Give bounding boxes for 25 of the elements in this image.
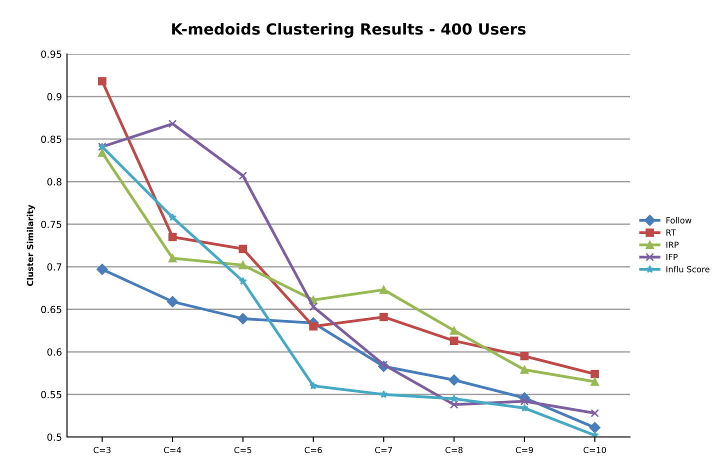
y-tick-label: 0.65 [41,306,62,314]
x-tick-label: C=8 [445,446,463,454]
chart-title: K-medoids Clustering Results - 400 Users [172,22,526,38]
y-tick-label: 0.85 [41,136,62,143]
x-tick-label: C=7 [375,446,392,454]
x-tick-label: C=3 [94,446,111,454]
y-tick-label: 0.8 [47,178,62,186]
legend-label: RT [666,229,676,236]
y-tick-label: 0.9 [47,93,62,100]
y-tick-label: 0.75 [41,220,62,228]
y-axis-title: Cluster Similarity [26,204,35,286]
legend-label: IRP [666,242,679,248]
y-tick-label: 0.5 [47,433,62,441]
y-tick-label: 0.95 [41,50,62,58]
legend-label: Follow [666,217,692,224]
legend-label: IFP [666,254,678,260]
y-tick-label: 0.6 [47,348,62,356]
y-tick-label: 0.55 [41,390,62,398]
x-tick-label: C=10 [584,446,606,454]
x-tick-label: C=4 [164,446,182,454]
x-tick-label: C=6 [304,446,322,454]
y-tick-label: 0.7 [47,263,62,271]
x-tick-label: C=9 [516,446,533,454]
legend-label: Influ Score [666,266,710,272]
x-tick-label: C=5 [234,446,252,454]
